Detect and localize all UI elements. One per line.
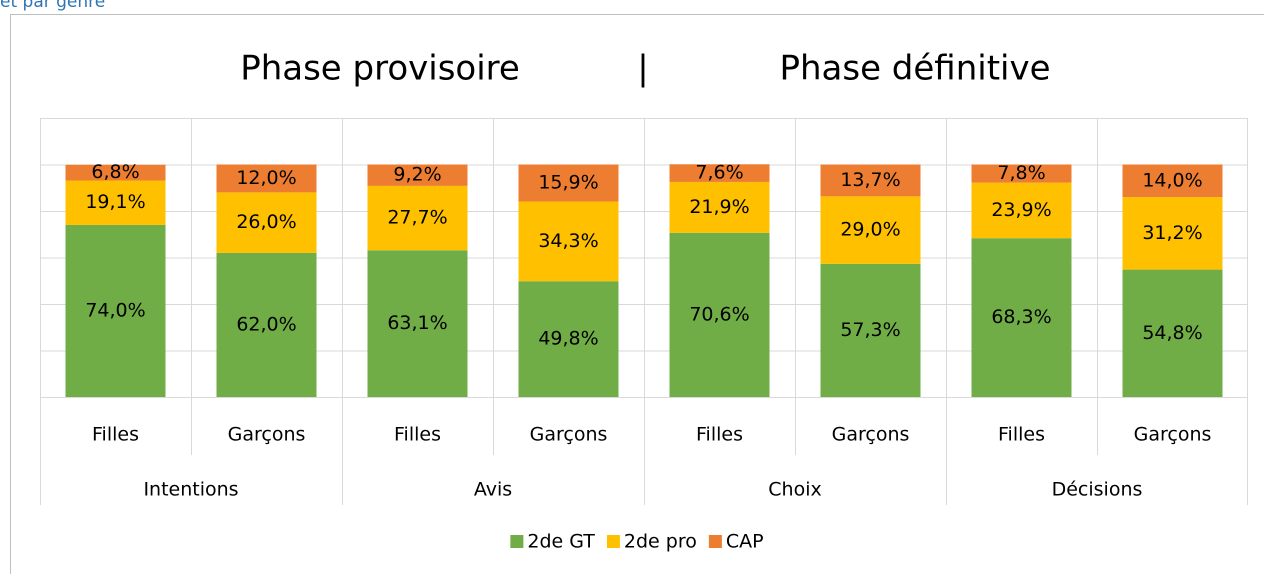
- title-separator: |: [637, 49, 648, 89]
- bar-segment: [1122, 197, 1223, 270]
- bar-segment: [518, 164, 619, 202]
- bar-segment: [820, 196, 921, 264]
- x-tick-label: Garçons: [228, 424, 306, 446]
- legend-label: 2de GT: [527, 531, 595, 553]
- bar-segment: [367, 185, 468, 251]
- data-label: 54,8%: [1142, 322, 1202, 344]
- data-label: 34,3%: [538, 230, 598, 252]
- bar-segment: [216, 192, 317, 253]
- data-label: 27,7%: [387, 207, 447, 229]
- data-label: 49,8%: [538, 328, 598, 350]
- legend-swatch: [708, 535, 722, 548]
- bar-segment: [971, 238, 1072, 397]
- group-label: Intentions: [143, 479, 238, 501]
- bar-segment: [820, 263, 921, 397]
- data-label: 13,7%: [840, 169, 900, 191]
- bar-segment: [216, 164, 317, 193]
- data-label: 9,2%: [393, 164, 441, 186]
- bar-segment: [65, 164, 166, 181]
- bar-segment: [669, 164, 770, 182]
- x-tick-label: Garçons: [1134, 424, 1212, 446]
- data-label: 7,6%: [695, 162, 743, 184]
- data-label: 63,1%: [387, 312, 447, 334]
- data-label: 19,1%: [85, 191, 145, 213]
- group-label: Avis: [474, 479, 512, 501]
- data-label: 57,3%: [840, 319, 900, 341]
- data-label: 12,0%: [236, 167, 296, 189]
- data-label: 14,0%: [1142, 169, 1202, 191]
- bar-segment: [1122, 164, 1223, 198]
- legend-swatch: [606, 535, 620, 548]
- bar-segment: [971, 182, 1072, 239]
- legend-item: 2de GT: [510, 531, 595, 553]
- x-tick-label: Filles: [998, 424, 1045, 446]
- data-label: 7,8%: [997, 162, 1045, 184]
- bar-segment: [65, 224, 166, 397]
- bar-segment: [971, 164, 1072, 183]
- data-label: 74,0%: [85, 299, 145, 321]
- legend-label: CAP: [726, 531, 764, 553]
- group-label: Décisions: [1052, 479, 1143, 501]
- bar-segment: [820, 164, 921, 197]
- bar-segment: [518, 281, 619, 397]
- data-label: 23,9%: [991, 199, 1051, 221]
- bar-segment: [669, 181, 770, 233]
- data-label: 15,9%: [538, 171, 598, 193]
- data-label: 31,2%: [1142, 222, 1202, 244]
- x-tick-label: Garçons: [530, 424, 608, 446]
- bar-segment: [367, 164, 468, 186]
- data-label: 29,0%: [840, 219, 900, 241]
- legend-item: CAP: [708, 531, 764, 553]
- bar-segment: [216, 252, 317, 397]
- bar-segment: [1122, 269, 1223, 397]
- heading: et par genre: [0, 0, 105, 12]
- title: Phase provisoire: [240, 49, 520, 89]
- group-label: Choix: [768, 479, 821, 501]
- data-label: 26,0%: [236, 211, 296, 233]
- bar-segment: [518, 201, 619, 282]
- data-label: 70,6%: [689, 303, 749, 325]
- data-label: 68,3%: [991, 306, 1051, 328]
- bar-segment: [367, 250, 468, 397]
- bar-segment: [65, 180, 166, 225]
- data-label: 21,9%: [689, 196, 749, 218]
- data-label: 62,0%: [236, 313, 296, 335]
- legend-item: 2de pro: [606, 531, 697, 553]
- x-tick-label: Garçons: [832, 424, 910, 446]
- bar-segment: [669, 232, 770, 397]
- legend-label: 2de pro: [624, 531, 697, 553]
- data-label: 6,8%: [91, 161, 139, 183]
- x-tick-label: Filles: [696, 424, 743, 446]
- legend-swatch: [510, 535, 524, 548]
- x-tick-label: Filles: [394, 424, 441, 446]
- title: Phase définitive: [779, 49, 1050, 89]
- x-tick-label: Filles: [92, 424, 139, 446]
